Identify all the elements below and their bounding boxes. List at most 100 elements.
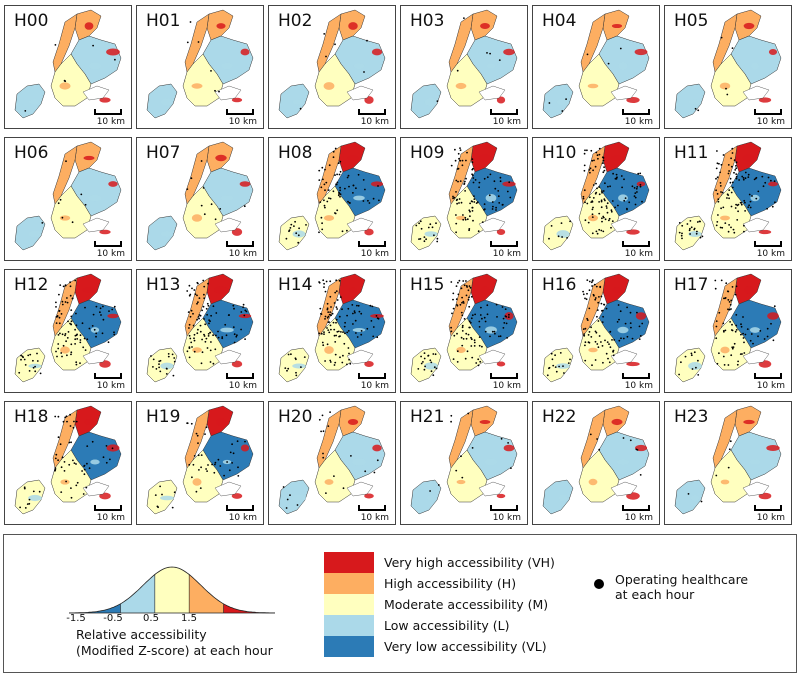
- healthcare-point: [56, 315, 59, 318]
- healthcare-point: [718, 162, 720, 165]
- healthcare-point: [327, 315, 330, 318]
- healthcare-point: [28, 370, 31, 372]
- healthcare-point: [592, 206, 594, 209]
- healthcare-point: [200, 160, 203, 162]
- healthcare-point: [67, 331, 70, 333]
- healthcare-point: [80, 193, 83, 196]
- healthcare-point: [720, 163, 723, 166]
- healthcare-point: [57, 459, 59, 462]
- healthcare-point: [339, 296, 342, 298]
- healthcare-point: [715, 325, 718, 328]
- nyc-map: [278, 273, 386, 383]
- healthcare-point: [471, 200, 474, 203]
- accessibility-patch: [688, 99, 702, 105]
- healthcare-point: [338, 192, 341, 195]
- class-swatch: [324, 552, 374, 573]
- healthcare-point: [165, 373, 168, 375]
- scale-label: 10 km: [756, 249, 785, 259]
- healthcare-point: [320, 332, 323, 335]
- healthcare-point: [588, 280, 591, 283]
- healthcare-point: [697, 359, 699, 362]
- healthcare-point: [70, 496, 73, 499]
- healthcare-point: [452, 197, 454, 200]
- healthcare-point: [335, 334, 337, 337]
- healthcare-point: [736, 219, 739, 221]
- healthcare-point: [214, 461, 217, 464]
- healthcare-point: [198, 317, 200, 320]
- healthcare-point: [434, 353, 437, 356]
- healthcare-point: [586, 53, 589, 56]
- healthcare-point: [369, 304, 372, 307]
- healthcare-point: [86, 462, 88, 465]
- healthcare-point: [461, 159, 464, 162]
- healthcare-point: [336, 173, 338, 176]
- healthcare-point: [60, 352, 63, 354]
- healthcare-point: [591, 208, 594, 211]
- healthcare-point: [217, 330, 219, 333]
- healthcare-point: [590, 149, 593, 152]
- healthcare-point: [748, 204, 750, 207]
- healthcare-point: [197, 41, 200, 43]
- accessibility-patch: [323, 82, 335, 90]
- healthcare-point: [433, 234, 435, 237]
- healthcare-point: [467, 333, 470, 336]
- healthcare-point: [583, 164, 586, 167]
- jamaica-bay: [346, 481, 374, 497]
- accessibility-patch: [479, 419, 491, 425]
- healthcare-point: [154, 494, 157, 496]
- healthcare-point: [64, 301, 67, 303]
- class-label: Moderate accessibility (M): [384, 597, 549, 612]
- healthcare-point: [450, 414, 453, 417]
- healthcare-point: [596, 315, 598, 318]
- healthcare-point: [70, 343, 73, 346]
- healthcare-point: [298, 227, 300, 230]
- healthcare-point: [197, 454, 200, 457]
- healthcare-point: [612, 349, 615, 352]
- healthcare-point: [455, 285, 458, 287]
- healthcare-point: [470, 295, 473, 298]
- healthcare-point: [767, 176, 770, 179]
- healthcare-point: [86, 445, 89, 447]
- healthcare-point: [492, 205, 494, 208]
- healthcare-point: [588, 169, 591, 171]
- scale-label: 10 km: [96, 249, 125, 259]
- healthcare-point: [55, 453, 58, 456]
- healthcare-point: [473, 345, 476, 347]
- healthcare-point: [200, 204, 203, 207]
- healthcare-point: [486, 313, 489, 316]
- healthcare-point: [71, 297, 74, 300]
- healthcare-point: [224, 323, 227, 326]
- healthcare-point: [468, 320, 471, 323]
- healthcare-point: [329, 295, 332, 298]
- healthcare-point: [749, 200, 752, 203]
- hour-label: H03: [410, 11, 445, 31]
- healthcare-point: [191, 346, 193, 348]
- healthcare-point: [228, 314, 230, 316]
- healthcare-point: [717, 200, 720, 203]
- healthcare-point: [204, 340, 207, 343]
- healthcare-point: [498, 202, 501, 204]
- healthcare-point: [465, 159, 467, 162]
- healthcare-point: [324, 360, 326, 362]
- healthcare-point: [58, 322, 61, 325]
- healthcare-point: [197, 316, 200, 318]
- healthcare-point: [75, 334, 78, 337]
- healthcare-point: [757, 190, 760, 193]
- healthcare-point: [730, 354, 733, 357]
- healthcare-point: [233, 341, 236, 344]
- accessibility-patch: [480, 23, 490, 29]
- healthcare-point: [76, 338, 79, 340]
- healthcare-point: [629, 322, 632, 324]
- healthcare-point: [714, 287, 717, 290]
- healthcare-point: [583, 333, 585, 335]
- nyc-map: [542, 405, 650, 515]
- healthcare-point: [603, 166, 605, 169]
- map-panel-h01: H01 10 km: [136, 5, 264, 129]
- healthcare-point: [325, 55, 327, 58]
- healthcare-point: [23, 487, 26, 490]
- accessibility-patch: [719, 82, 731, 90]
- healthcare-point: [57, 334, 60, 336]
- jamaica-bay: [214, 85, 242, 101]
- healthcare-point: [228, 469, 231, 472]
- healthcare-point: [364, 188, 366, 191]
